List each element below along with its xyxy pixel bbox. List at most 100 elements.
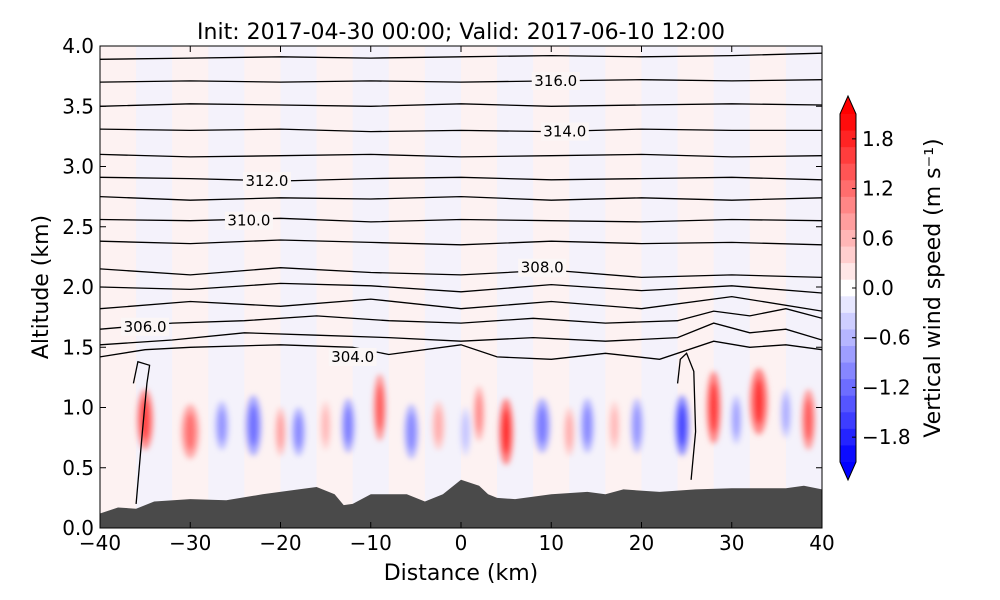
theta-contour bbox=[100, 340, 822, 360]
colorbar-tick-label: 1.2 bbox=[862, 177, 894, 201]
w-cell-core bbox=[462, 414, 469, 449]
theta-contour bbox=[100, 267, 822, 279]
y-tick-label: 2.5 bbox=[62, 215, 94, 239]
theta-contour bbox=[100, 295, 822, 312]
colorbar-band bbox=[840, 279, 856, 297]
colorbar-band bbox=[840, 312, 856, 330]
colorbar-tick-label: −1.2 bbox=[862, 375, 911, 399]
theta-contour bbox=[100, 217, 822, 223]
y-axis: 0.0 0.5 1.0 1.5 2.0 2.5 3.0 3.5 4.0 bbox=[62, 34, 822, 540]
background-bands bbox=[100, 46, 822, 528]
w-cell-core bbox=[611, 408, 618, 443]
colorbar-band bbox=[840, 263, 856, 281]
w-cell-core bbox=[733, 402, 740, 437]
colorbar-tick-label: −0.6 bbox=[862, 326, 911, 350]
w-cell-core bbox=[782, 396, 789, 431]
background-band bbox=[244, 46, 281, 528]
w-cell-core bbox=[294, 414, 303, 449]
contour-label-bg bbox=[531, 71, 580, 90]
w-cell-core bbox=[633, 406, 641, 445]
background-band bbox=[424, 46, 461, 528]
x-axis: −40 −30 −20 −10 0 10 20 30 40 bbox=[79, 46, 835, 555]
colorbar-band bbox=[840, 196, 856, 214]
background-band bbox=[316, 46, 353, 528]
contour-label: 310.0 bbox=[227, 212, 270, 230]
w-cell-core bbox=[218, 408, 226, 443]
colorbar-tick-label: 0.6 bbox=[862, 226, 894, 250]
theta-contour bbox=[100, 52, 822, 60]
colorbar-band bbox=[840, 412, 856, 430]
colorbar-band bbox=[840, 147, 856, 165]
colorbar-band bbox=[840, 246, 856, 264]
y-tick-label: 1.5 bbox=[62, 335, 94, 359]
theta-contour bbox=[100, 79, 822, 83]
w-cell-core bbox=[376, 384, 384, 431]
contour-label-bg bbox=[328, 347, 377, 366]
theta-contour bbox=[100, 282, 822, 294]
x-tick-label: 40 bbox=[809, 531, 834, 555]
contour-label-bg bbox=[540, 122, 589, 141]
x-tick-label: 0 bbox=[455, 531, 468, 555]
x-tick-label: −20 bbox=[259, 531, 301, 555]
y-tick-label: 4.0 bbox=[62, 34, 94, 58]
colorbar-tick-label: 0.0 bbox=[862, 276, 894, 300]
cloud-contours bbox=[132, 352, 697, 504]
background-band bbox=[641, 46, 678, 528]
colorbar-band bbox=[840, 230, 856, 248]
colorbar-ticks: 1.8 1.2 0.6 0.0 −0.6 −1.2 −1.8 bbox=[852, 127, 911, 449]
contour-label: 316.0 bbox=[534, 72, 577, 90]
theta-contour bbox=[100, 176, 822, 182]
theta-contour bbox=[100, 239, 822, 246]
background-band bbox=[280, 46, 317, 528]
colorbar-band bbox=[840, 428, 856, 446]
w-cell-core bbox=[709, 382, 718, 433]
plot-area: 316.0 314.0 312.0 310.0 308.0 306.0 304.0 bbox=[99, 45, 823, 529]
colorbar-frame bbox=[839, 94, 857, 482]
theta-contour bbox=[100, 128, 822, 133]
colorbar-extend-min bbox=[840, 462, 856, 480]
colorbar-band bbox=[840, 296, 856, 314]
colorbar-band bbox=[840, 180, 856, 198]
x-tick-label: 20 bbox=[629, 531, 654, 555]
theta-contour bbox=[100, 103, 822, 107]
background-band bbox=[533, 46, 570, 528]
w-cell-core bbox=[678, 404, 687, 447]
colorbar-extend-max bbox=[840, 96, 856, 114]
contour-label-bg bbox=[224, 211, 273, 230]
y-tick-label: 3.0 bbox=[62, 155, 94, 179]
w-cell-core bbox=[537, 406, 547, 445]
w-cell-core bbox=[322, 408, 329, 443]
x-axis-label: Distance (km) bbox=[384, 561, 539, 586]
w-cell-core bbox=[753, 378, 764, 425]
theta-contour bbox=[100, 153, 822, 158]
chart-title: Init: 2017-04-30 00:00; Valid: 2017-06-1… bbox=[197, 20, 725, 45]
colorbar-bands bbox=[840, 96, 856, 480]
y-tick-label: 0.5 bbox=[62, 456, 94, 480]
theta-contours bbox=[100, 52, 822, 360]
x-tick-label: 10 bbox=[539, 531, 564, 555]
colorbar-band bbox=[840, 362, 856, 380]
contour-labels: 316.0 314.0 312.0 310.0 308.0 306.0 304.0 bbox=[121, 71, 589, 366]
colorbar: 1.8 1.2 0.6 0.0 −0.6 −1.2 −1.8 Vertical wind s… bbox=[839, 94, 946, 482]
y-tick-label: 2.0 bbox=[62, 275, 94, 299]
w-cell-core bbox=[434, 408, 442, 443]
background-band bbox=[749, 46, 786, 528]
colorbar-band bbox=[840, 379, 856, 397]
y-tick-label: 3.5 bbox=[62, 94, 94, 118]
y-tick-label: 0.0 bbox=[62, 516, 94, 540]
x-tick-label: −10 bbox=[350, 531, 392, 555]
theta-contour bbox=[100, 195, 822, 201]
w-cell-core bbox=[804, 398, 813, 441]
terrain bbox=[100, 479, 822, 528]
cloud-contour bbox=[676, 352, 697, 480]
contour-label: 312.0 bbox=[245, 172, 288, 190]
colorbar-band bbox=[840, 395, 856, 413]
w-cell-core bbox=[185, 412, 196, 451]
background-band bbox=[785, 46, 822, 528]
contour-label-bg bbox=[518, 258, 567, 277]
contour-label: 306.0 bbox=[124, 318, 167, 336]
w-cell-core bbox=[248, 404, 258, 447]
y-tick-label: 1.0 bbox=[62, 396, 94, 420]
contour-label: 304.0 bbox=[331, 348, 374, 366]
